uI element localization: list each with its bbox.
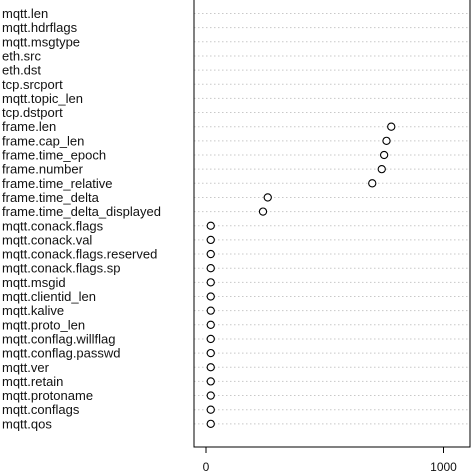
data-point bbox=[206, 221, 215, 230]
data-point bbox=[387, 122, 396, 131]
data-point bbox=[206, 419, 215, 428]
category-label: frame.time_epoch bbox=[2, 148, 106, 163]
data-point bbox=[206, 391, 215, 400]
category-label: tcp.dstport bbox=[2, 105, 63, 120]
category-label: mqtt.proto_len bbox=[2, 317, 85, 332]
category-label: frame.number bbox=[2, 162, 84, 177]
category-label: mqtt.retain bbox=[2, 374, 63, 389]
category-label: frame.cap_len bbox=[2, 133, 84, 148]
category-label: mqtt.kalive bbox=[2, 303, 64, 318]
category-label: mqtt.conack.flags.sp bbox=[2, 261, 121, 276]
category-label: frame.time_relative bbox=[2, 176, 113, 191]
grid-lines bbox=[194, 13, 470, 425]
category-label: mqtt.hdrflags bbox=[2, 20, 78, 35]
data-point bbox=[206, 278, 215, 287]
category-label: mqtt.conflag.passwd bbox=[2, 346, 121, 361]
data-points bbox=[206, 122, 396, 428]
category-label: frame.time_delta bbox=[2, 190, 100, 205]
x-tick-label: 0 bbox=[203, 460, 210, 474]
x-tick-label: 1000 bbox=[430, 460, 457, 474]
category-label: mqtt.msgtype bbox=[2, 34, 80, 49]
plot-frame bbox=[193, 0, 471, 448]
category-label: frame.time_delta_displayed bbox=[2, 204, 161, 219]
category-label: mqtt.ver bbox=[2, 360, 50, 375]
x-axis: 010002000300040005000 bbox=[203, 447, 457, 474]
category-label: mqtt.protoname bbox=[2, 388, 93, 403]
data-point bbox=[206, 377, 215, 386]
data-point bbox=[206, 292, 215, 301]
data-point bbox=[206, 306, 215, 315]
category-label: mqtt.conack.val bbox=[2, 232, 92, 247]
category-label: mqtt.qos bbox=[2, 416, 52, 431]
category-label: mqtt.conflags bbox=[2, 402, 80, 417]
data-point bbox=[368, 179, 377, 188]
data-point bbox=[206, 235, 215, 245]
data-point bbox=[377, 164, 386, 174]
category-label: mqtt.conflag.willflag bbox=[2, 331, 115, 346]
category-label: mqtt.len bbox=[2, 6, 48, 21]
data-point bbox=[206, 249, 215, 259]
data-point bbox=[382, 136, 391, 145]
category-label: mqtt.topic_len bbox=[2, 91, 83, 106]
data-point bbox=[206, 363, 215, 372]
data-point bbox=[206, 348, 215, 358]
category-label: frame.len bbox=[2, 119, 56, 134]
category-label: mqtt.conack.flags bbox=[2, 218, 104, 233]
data-point bbox=[206, 334, 215, 344]
category-label: eth.dst bbox=[2, 63, 41, 78]
data-point bbox=[258, 207, 268, 216]
category-label: tcp.srcport bbox=[2, 77, 63, 92]
category-label: mqtt.clientid_len bbox=[2, 289, 96, 304]
data-point bbox=[206, 405, 215, 414]
data-point bbox=[206, 264, 215, 273]
category-label: eth.src bbox=[2, 48, 42, 63]
category-labels: mqtt.lenmqtt.hdrflagsmqtt.msgtypeeth.src… bbox=[2, 6, 161, 431]
data-point bbox=[263, 193, 272, 202]
category-label: mqtt.msgid bbox=[2, 275, 66, 290]
category-label: mqtt.conack.flags.reserved bbox=[2, 247, 157, 262]
data-point bbox=[206, 320, 215, 329]
data-point bbox=[379, 150, 389, 160]
